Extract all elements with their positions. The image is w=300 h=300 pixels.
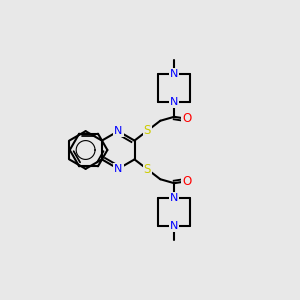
Text: N: N <box>170 97 178 107</box>
Text: N: N <box>114 126 122 136</box>
Text: S: S <box>144 124 151 137</box>
Text: O: O <box>182 112 192 125</box>
Text: N: N <box>114 164 122 174</box>
Text: N: N <box>170 193 178 203</box>
Text: N: N <box>170 69 178 79</box>
Text: S: S <box>144 163 151 176</box>
Text: O: O <box>182 175 192 188</box>
Text: N: N <box>170 221 178 231</box>
